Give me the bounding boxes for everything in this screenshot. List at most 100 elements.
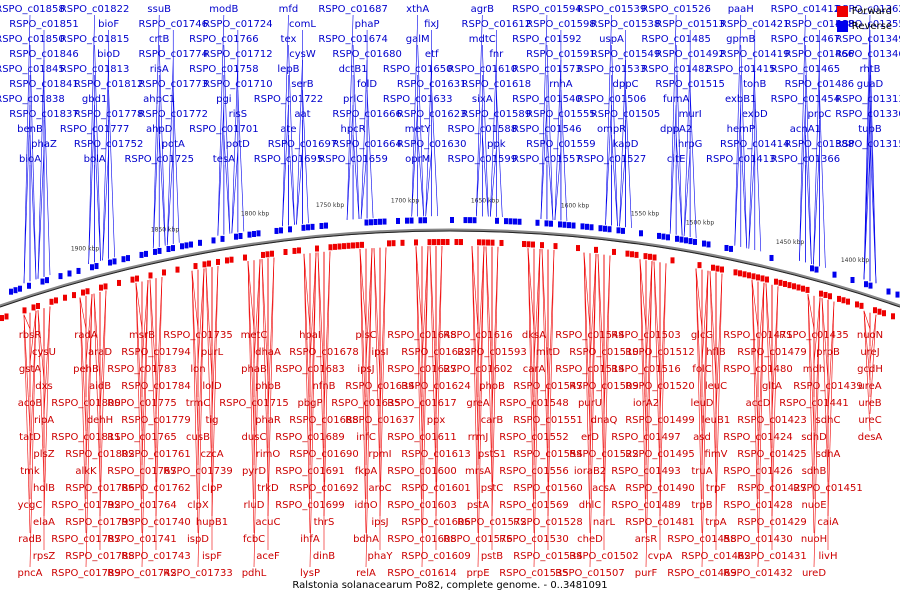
forward-feature (261, 251, 265, 258)
leader-line (302, 89, 309, 224)
leader-line (821, 298, 829, 483)
leader-line (88, 104, 95, 265)
leader-line (172, 89, 180, 243)
scale-tick-label: 1700 kbp (391, 198, 419, 205)
leader-line (869, 314, 877, 364)
gene-label: RSPO_c01678 (289, 347, 359, 358)
gene-label: radB (18, 534, 42, 545)
forward-feature (202, 261, 207, 268)
leader-line (605, 104, 612, 225)
leader-line (191, 270, 199, 534)
reverse-feature (324, 222, 328, 229)
leader-line (152, 104, 160, 249)
gene-label: ioraB2 (574, 466, 606, 477)
forward-feature (760, 275, 765, 282)
forward-feature (441, 239, 445, 246)
genome-backbone-arc (0, 228, 900, 308)
scale-tick-label: 1400 kbp (841, 257, 869, 264)
gene-label: cysU (32, 347, 56, 358)
gene-label: ureB (858, 398, 881, 409)
reverse-feature (693, 238, 697, 245)
gene-label: phaR (255, 415, 281, 426)
gene-label: RSPO_c01637 (345, 415, 415, 426)
leader-line (807, 294, 815, 432)
reverse-feature (810, 265, 814, 272)
gene-label: aat (294, 109, 310, 120)
gene-label: RSPO_c01412 (771, 4, 841, 15)
forward-feature (360, 241, 364, 248)
leader-line (323, 251, 331, 517)
gene-label: ihfA (300, 534, 320, 545)
forward-feature (49, 298, 54, 305)
gene-label: RSPO_c01784 (121, 381, 191, 392)
leader-line (659, 263, 667, 517)
forward-feature (783, 280, 787, 287)
gene-label: RSPO_c01556 (499, 466, 569, 477)
forward-feature (292, 247, 297, 254)
gene-label: RSPO_c01388 (785, 139, 855, 150)
leader-line (425, 59, 432, 217)
gene-label: nuoN (857, 330, 883, 341)
leader-line (93, 293, 101, 381)
gene-label: RSPO_c01313 (835, 94, 900, 105)
gene-label: ppk (487, 139, 506, 150)
leader-line (675, 134, 683, 236)
gene-label: RSPO_c01610 (448, 64, 518, 75)
forward-feature (837, 295, 841, 302)
reverse-feature (832, 271, 837, 278)
forward-feature (751, 273, 756, 280)
gene-label: potD (226, 139, 250, 150)
reverse-feature (418, 217, 423, 224)
forward-feature (715, 265, 720, 272)
reverse-feature (567, 222, 571, 229)
reverse-feature (517, 218, 522, 225)
leader-line (477, 246, 485, 364)
gene-label: sdhD (801, 432, 827, 443)
leader-line (37, 310, 45, 381)
gene-label: RSPO_c01765 (107, 432, 177, 443)
gene-label: carA (523, 364, 546, 375)
leader-line (43, 306, 51, 517)
forward-feature (697, 262, 702, 269)
reverse-feature (301, 224, 306, 231)
reverse-feature (189, 241, 193, 248)
leader-line (659, 263, 667, 415)
leader-line (751, 280, 759, 534)
forward-feature (216, 258, 220, 265)
reverse-feature (549, 220, 553, 227)
leader-line (695, 268, 703, 330)
gene-label: clpX (187, 500, 209, 511)
leader-line (94, 44, 101, 261)
gene-label: gcdH (857, 364, 883, 375)
gene-label: radA (74, 330, 98, 341)
gene-label: fixJ (424, 19, 439, 30)
gene-label: cheD (577, 534, 603, 545)
leader-line (317, 252, 325, 483)
leader-line (366, 89, 374, 219)
forward-feature (486, 239, 490, 246)
leader-line (152, 14, 160, 249)
leader-line (79, 297, 87, 432)
leader-line (411, 14, 418, 217)
leader-line (683, 149, 691, 236)
reverse-feature (423, 217, 427, 224)
forward-feature (891, 313, 895, 320)
gene-label: RSPO_c01740 (121, 517, 191, 528)
gene-label: msrB (129, 330, 155, 341)
gene-label: RSPO_c01540 (512, 94, 582, 105)
gene-label: RSPO_c01479 (737, 347, 807, 358)
gene-label: rluD (244, 500, 265, 511)
leader-line (807, 294, 815, 534)
gene-label: RSPO_c01680 (332, 49, 402, 60)
leader-line (751, 280, 759, 330)
backbone-arc (0, 228, 900, 308)
reverse-feature (18, 285, 22, 292)
gene-label: RSPO_c01547 (513, 381, 583, 392)
gene-label: mdtC (469, 34, 496, 45)
gene-label: nuoH (801, 534, 827, 545)
forward-feature (243, 254, 247, 261)
leader-line (379, 247, 387, 415)
leader-line (619, 59, 626, 227)
leader-line (611, 44, 618, 227)
